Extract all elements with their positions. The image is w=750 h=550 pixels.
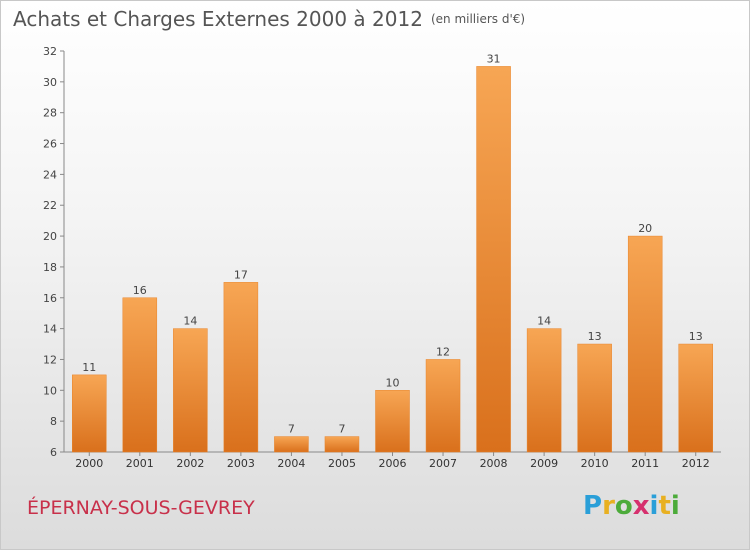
bar-2005 bbox=[324, 436, 360, 453]
y-tick-label: 12 bbox=[43, 353, 57, 366]
bar-2002 bbox=[173, 328, 208, 453]
y-tick-label: 6 bbox=[50, 446, 57, 459]
value-label-2011: 20 bbox=[638, 222, 652, 235]
x-tick-label-2009: 2009 bbox=[530, 457, 558, 470]
value-label-2003: 17 bbox=[234, 268, 248, 281]
y-tick-label: 30 bbox=[43, 76, 57, 89]
y-tick-label: 24 bbox=[43, 168, 57, 181]
bars: 11 16 14 17 7 7 10 12 31 14 13 20 13 bbox=[72, 52, 713, 453]
x-tick-label-2004: 2004 bbox=[277, 457, 305, 470]
x-tick-label-2012: 2012 bbox=[682, 457, 710, 470]
x-tick-label-2006: 2006 bbox=[379, 457, 407, 470]
value-label-2000: 11 bbox=[82, 361, 96, 374]
value-label-2006: 10 bbox=[386, 376, 400, 389]
logo-letter: i bbox=[649, 491, 659, 521]
y-tick-label: 26 bbox=[43, 138, 57, 151]
bar-2000 bbox=[72, 374, 107, 453]
y-tick-label: 20 bbox=[43, 230, 57, 243]
y-tick-label: 8 bbox=[50, 415, 57, 428]
bar-2006 bbox=[375, 390, 410, 453]
y-tick-label: 16 bbox=[43, 292, 57, 305]
x-tick-label-2003: 2003 bbox=[227, 457, 255, 470]
value-label-2002: 14 bbox=[183, 315, 197, 328]
y-tick-label: 28 bbox=[43, 107, 57, 120]
bar-2004 bbox=[274, 436, 309, 453]
x-tick-label-2010: 2010 bbox=[581, 457, 609, 470]
bar-2009 bbox=[526, 328, 562, 453]
value-label-2009: 14 bbox=[537, 315, 551, 328]
y-tick-label: 32 bbox=[43, 45, 57, 58]
bar-2010 bbox=[577, 343, 612, 453]
logo-letter: P bbox=[583, 491, 603, 521]
x-tick-label-2001: 2001 bbox=[126, 457, 154, 470]
unit-label: (en milliers d'€) bbox=[430, 12, 526, 26]
bar-2001 bbox=[122, 297, 158, 453]
value-label-2001: 16 bbox=[133, 284, 147, 297]
value-label-2007: 12 bbox=[436, 345, 450, 358]
logo-letter: o bbox=[614, 491, 633, 521]
value-label-2005: 7 bbox=[338, 423, 345, 436]
y-tick-label: 14 bbox=[43, 323, 57, 336]
x-tick-label-2002: 2002 bbox=[176, 457, 204, 470]
value-label-2010: 13 bbox=[588, 330, 602, 343]
bar-2011 bbox=[627, 235, 663, 453]
value-label-2004: 7 bbox=[288, 423, 295, 436]
y-tick-label: 18 bbox=[43, 261, 57, 274]
x-tick-label-2011: 2011 bbox=[631, 457, 659, 470]
bar-2007 bbox=[425, 359, 461, 453]
logo-letter: i bbox=[670, 491, 680, 521]
bar-2012 bbox=[678, 343, 713, 453]
title-text: Achats et Charges Externes 2000 à 2012 bbox=[13, 7, 423, 31]
bar-2008 bbox=[476, 66, 511, 453]
x-tick-label-2008: 2008 bbox=[480, 457, 508, 470]
value-label-2008: 31 bbox=[487, 52, 501, 65]
logo-letter: t bbox=[658, 491, 671, 521]
logo-letter: x bbox=[632, 491, 650, 521]
logo-letter: r bbox=[602, 491, 615, 521]
bar-2003 bbox=[223, 282, 259, 453]
y-tick-label: 22 bbox=[43, 199, 57, 212]
axes: 6 8 10 12 14 16 18 20 22 24 26 28 30 32 2000 2001 2002 20… bbox=[43, 45, 721, 470]
x-tick-label-2007: 2007 bbox=[429, 457, 457, 470]
y-tick-label: 10 bbox=[43, 384, 57, 397]
value-label-2012: 13 bbox=[689, 330, 703, 343]
proxiti-logo: Proxiti bbox=[583, 491, 680, 521]
x-tick-label-2000: 2000 bbox=[75, 457, 103, 470]
chart-title: Achats et Charges Externes 2000 à 2012 (e… bbox=[13, 7, 525, 31]
place-name: ÉPERNAY-SOUS-GEVREY bbox=[27, 497, 255, 519]
x-tick-label-2005: 2005 bbox=[328, 457, 356, 470]
